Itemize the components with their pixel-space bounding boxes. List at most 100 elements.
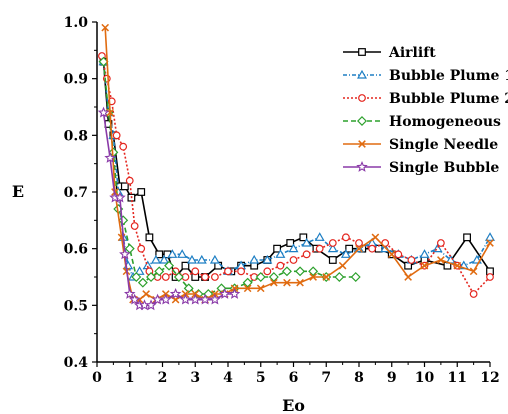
legend-label: Bubble Plume 2 bbox=[389, 91, 508, 107]
legend-label: Bubble Plume 1 bbox=[389, 68, 508, 84]
data-point bbox=[155, 250, 164, 259]
x-tick-label: 10 bbox=[415, 370, 435, 386]
data-point bbox=[328, 239, 337, 247]
data-point bbox=[420, 261, 429, 270]
series-line bbox=[102, 61, 356, 295]
x-tick-label: 5 bbox=[256, 370, 266, 386]
data-point bbox=[469, 267, 478, 276]
data-point bbox=[124, 243, 135, 254]
data-point bbox=[128, 293, 141, 305]
data-point bbox=[263, 267, 272, 276]
data-point bbox=[342, 233, 350, 242]
y-tick-label: 0.9 bbox=[64, 72, 88, 88]
data-point bbox=[334, 272, 345, 282]
legend-label: Single Bubble bbox=[389, 160, 499, 176]
data-point bbox=[181, 261, 190, 270]
data-point bbox=[301, 237, 312, 247]
y-tick-label: 0.5 bbox=[64, 298, 88, 314]
data-point bbox=[173, 272, 184, 282]
data-point bbox=[485, 232, 495, 241]
data-point bbox=[268, 272, 279, 282]
legend-item: Single Needle bbox=[343, 137, 498, 153]
data-point bbox=[237, 267, 246, 276]
data-point bbox=[161, 273, 170, 281]
data-point bbox=[164, 260, 175, 271]
data-point bbox=[186, 254, 197, 264]
data-point bbox=[112, 131, 121, 140]
data-point bbox=[327, 243, 338, 253]
data-point bbox=[299, 233, 308, 242]
x-tick-label: 1 bbox=[125, 370, 135, 386]
y-tick-label: 1.0 bbox=[64, 15, 89, 31]
y-tick-label: 0.6 bbox=[64, 242, 88, 258]
data-point bbox=[171, 267, 180, 276]
data-point bbox=[296, 278, 304, 287]
data-point bbox=[315, 244, 324, 253]
series-homogeneous bbox=[98, 56, 361, 299]
data-point bbox=[130, 222, 139, 230]
legend-item: Bubble Plume 1 bbox=[343, 68, 508, 84]
data-point bbox=[340, 249, 351, 258]
x-tick-label: 9 bbox=[387, 370, 397, 386]
data-point bbox=[255, 272, 266, 282]
data-point bbox=[309, 273, 317, 281]
data-point bbox=[486, 239, 494, 247]
x-tick-label: 0 bbox=[92, 370, 102, 386]
data-point bbox=[371, 233, 380, 242]
data-point bbox=[150, 254, 161, 264]
legend-marker bbox=[357, 116, 367, 126]
data-point bbox=[201, 273, 209, 281]
data-point bbox=[286, 239, 295, 247]
x-tick-label: 12 bbox=[480, 370, 499, 386]
data-point bbox=[131, 272, 142, 282]
data-point bbox=[119, 248, 131, 260]
data-point bbox=[137, 244, 146, 253]
x-tick-label: 7 bbox=[321, 370, 331, 386]
data-point bbox=[394, 250, 403, 259]
data-point bbox=[134, 266, 145, 275]
data-point bbox=[295, 266, 306, 277]
data-point bbox=[154, 266, 165, 277]
y-tick-label: 0.4 bbox=[64, 355, 89, 371]
legend-item: Bubble Plume 2 bbox=[343, 91, 508, 107]
data-point bbox=[249, 254, 260, 264]
data-point bbox=[314, 232, 325, 241]
data-point bbox=[242, 277, 253, 288]
legend-marker bbox=[358, 48, 366, 56]
data-point bbox=[146, 272, 157, 282]
legend-label: Homogeneous bbox=[389, 114, 501, 130]
data-point bbox=[119, 142, 128, 151]
data-point bbox=[275, 249, 286, 258]
data-point bbox=[486, 273, 494, 281]
data-point bbox=[322, 273, 331, 281]
data-point bbox=[123, 287, 136, 299]
data-point bbox=[350, 272, 361, 282]
data-point bbox=[453, 261, 462, 270]
data-point bbox=[177, 249, 188, 258]
data-point bbox=[167, 249, 178, 258]
data-point bbox=[436, 239, 445, 247]
data-point bbox=[210, 273, 219, 281]
data-point bbox=[256, 284, 265, 293]
data-point bbox=[125, 176, 134, 185]
data-point bbox=[169, 287, 182, 299]
series-layer bbox=[97, 23, 495, 311]
legend-marker bbox=[358, 140, 366, 148]
legend-label: Single Needle bbox=[389, 137, 498, 153]
data-point bbox=[308, 266, 319, 277]
data-point bbox=[262, 254, 273, 264]
data-point bbox=[228, 287, 241, 299]
data-point bbox=[463, 233, 471, 242]
data-point bbox=[114, 191, 126, 203]
legend-marker bbox=[358, 94, 366, 102]
data-point bbox=[419, 249, 430, 258]
y-tick-label: 0.8 bbox=[64, 128, 88, 144]
data-point bbox=[437, 256, 445, 264]
x-tick-label: 8 bbox=[354, 370, 364, 386]
legend-item: Airlift bbox=[343, 45, 436, 61]
data-point bbox=[97, 106, 110, 118]
data-point bbox=[302, 250, 311, 259]
x-axis-label: Eo bbox=[282, 396, 305, 414]
data-point bbox=[404, 273, 412, 281]
